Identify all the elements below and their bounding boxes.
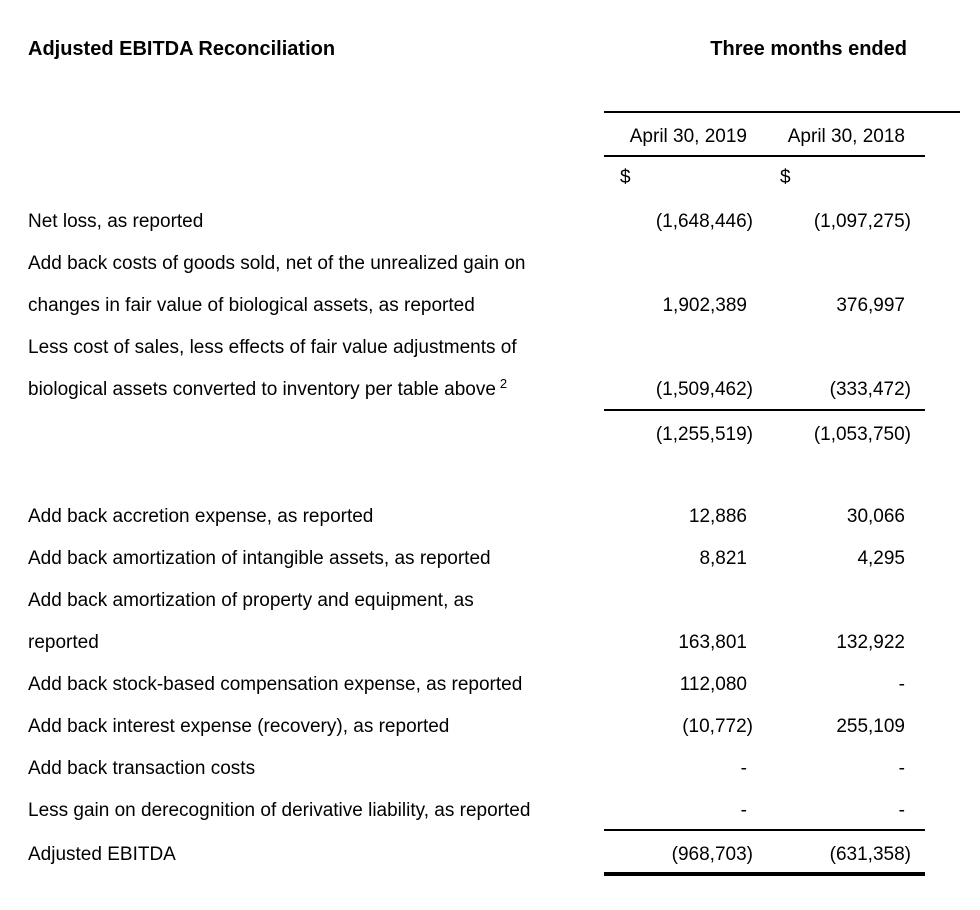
row-label: Adjusted EBITDA (28, 844, 176, 865)
row-label: biological assets converted to inventory… (28, 376, 508, 400)
table-row: Add back costs of goods sold, net of the… (28, 243, 911, 285)
value-2018 (753, 327, 911, 369)
row-label: Add back costs of goods sold, net of the… (28, 253, 526, 274)
column-header-row: April 30, 2019 April 30, 2018 (28, 117, 911, 157)
row-label: Less gain on derecognition of derivative… (28, 800, 531, 821)
row-label: Net loss, as reported (28, 211, 204, 232)
row-label: Add back accretion expense, as reported (28, 506, 374, 527)
table-top-rule (604, 111, 960, 113)
value-2019: - (740, 758, 747, 779)
column-header-rule (604, 155, 925, 157)
value-2018: (1,097,275) (813, 211, 911, 232)
table-row: Add back transaction costs - - (28, 748, 911, 790)
value-2019 (605, 243, 753, 285)
value-2018: 255,109 (836, 716, 905, 737)
currency-symbol-2018: $ (780, 167, 791, 188)
value-2018: (1,053,750) (813, 424, 911, 445)
total-rule-bottom (604, 872, 925, 876)
table-row: Add back amortization of intangible asse… (28, 538, 911, 580)
total-rule-top (604, 829, 925, 831)
row-label: Add back interest expense (recovery), as… (28, 716, 450, 737)
value-2018: (631,358) (829, 844, 911, 865)
currency-symbol-2019: $ (620, 167, 631, 188)
value-2018 (753, 580, 911, 622)
value-2018: (333,472) (829, 379, 911, 400)
value-2019: (10,772) (682, 716, 753, 737)
value-2018: - (898, 674, 905, 695)
table-row: changes in fair value of biological asse… (28, 285, 911, 327)
row-label: changes in fair value of biological asse… (28, 295, 475, 316)
footnote-reference: 2 (499, 376, 508, 391)
value-2018: 132,922 (836, 632, 905, 653)
table-row: Add back stock-based compensation expens… (28, 664, 911, 706)
value-2019: - (740, 800, 747, 821)
table-row: reported 163,801 132,922 (28, 622, 911, 664)
table-row: Add back amortization of property and eq… (28, 580, 911, 622)
value-2019: (1,255,519) (655, 424, 753, 445)
value-2019: 8,821 (699, 548, 747, 569)
value-2019: 112,080 (679, 674, 747, 695)
table-row: Net loss, as reported (1,648,446) (1,097… (28, 201, 911, 243)
column-header-2019: April 30, 2019 (629, 126, 747, 147)
row-label: Less cost of sales, less effects of fair… (28, 337, 517, 358)
subtotal-row: (1,255,519) (1,053,750) (28, 414, 911, 456)
row-label: Add back amortization of property and eq… (28, 590, 474, 611)
value-2019 (605, 327, 753, 369)
row-label: reported (28, 632, 99, 653)
column-header-2018: April 30, 2018 (787, 126, 905, 147)
value-2018: - (898, 758, 905, 779)
row-label (28, 414, 605, 456)
row-label: Add back stock-based compensation expens… (28, 674, 523, 695)
value-2018: 30,066 (846, 506, 905, 527)
value-2019: (1,509,462) (655, 379, 753, 400)
subtotal-rule (604, 409, 925, 411)
page-title: Adjusted EBITDA Reconciliation (28, 38, 336, 60)
value-2018: 4,295 (857, 548, 905, 569)
total-row: Adjusted EBITDA (968,703) (631,358) (28, 834, 911, 876)
value-2018 (753, 243, 911, 285)
row-label: Add back transaction costs (28, 758, 256, 779)
value-2019: (968,703) (671, 844, 753, 865)
row-label: Add back amortization of intangible asse… (28, 548, 491, 569)
value-2019: 12,886 (688, 506, 747, 527)
value-2019: 163,801 (678, 632, 747, 653)
value-2019: 1,902,389 (662, 295, 747, 316)
currency-row: $ $ (28, 158, 911, 198)
table-row: Less gain on derecognition of derivative… (28, 790, 911, 832)
value-2018: 376,997 (836, 295, 905, 316)
table-row: Less cost of sales, less effects of fair… (28, 327, 911, 369)
period-header: Three months ended (710, 38, 907, 60)
value-2018: - (898, 800, 905, 821)
column-header-spacer (28, 117, 605, 157)
table-row: Add back accretion expense, as reported … (28, 496, 911, 538)
table-row: Add back interest expense (recovery), as… (28, 706, 911, 748)
table-row: biological assets converted to inventory… (28, 369, 911, 411)
value-2019 (605, 580, 753, 622)
value-2019: (1,648,446) (655, 211, 753, 232)
currency-row-spacer (28, 158, 605, 198)
